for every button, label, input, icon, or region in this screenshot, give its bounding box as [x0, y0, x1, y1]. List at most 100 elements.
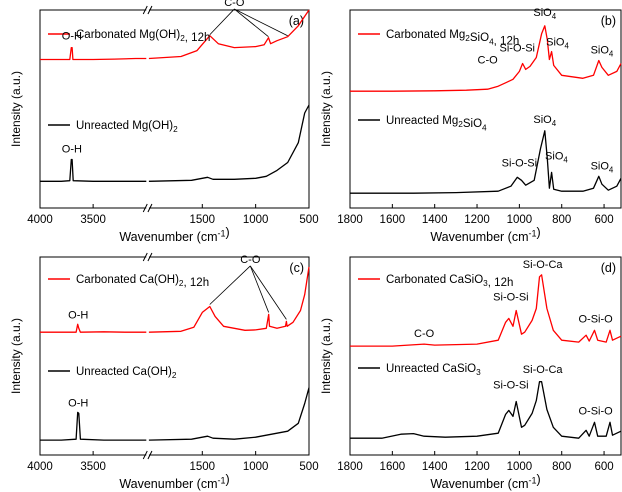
axis-break-gap	[146, 254, 149, 260]
peak-annotation: Si-O-Ca	[523, 259, 564, 271]
axis-break-gap	[146, 7, 149, 13]
peak-annotation: Si-O-Si	[493, 380, 528, 392]
x-tick-label: 1000	[507, 214, 533, 226]
annotation-leader	[249, 265, 287, 320]
y-axis-title: Intensity (a.u.)	[319, 318, 333, 394]
series-line	[350, 274, 622, 347]
series-carbonated: Carbonated Mg(OH)2, 12h	[40, 9, 310, 61]
axis-break-mark	[142, 203, 148, 213]
axis-break-gap	[146, 452, 149, 458]
legend-label: Unreacted Ca(OH)2	[76, 366, 177, 380]
axis-break-mark	[147, 450, 153, 460]
series-carbonated: Carbonated Ca(OH)2, 12h	[40, 266, 310, 333]
x-axis-title: Wavenumber (cm-1)	[119, 225, 229, 244]
axis-break-mark	[147, 252, 153, 262]
series-line	[148, 387, 310, 441]
peak-annotation: SiO4	[545, 150, 568, 164]
x-tick-label: 1500	[189, 214, 215, 226]
series-line	[350, 381, 622, 439]
series-line	[350, 130, 622, 194]
legend-label: Carbonated Mg(OH)2, 12h	[76, 29, 210, 44]
legend-label: Unreacted CaSiO3	[386, 363, 481, 377]
series-line	[350, 25, 622, 92]
series-line	[148, 266, 310, 333]
peak-annotation: C-O	[224, 0, 245, 9]
axis-break-mark	[142, 5, 148, 15]
axis-break-mark	[142, 450, 148, 460]
x-tick-label: 1800	[337, 461, 363, 473]
peak-annotation: SiO4	[591, 160, 614, 174]
peak-annotation: Si-O-Si	[502, 157, 537, 169]
axis-break-mark	[147, 5, 153, 15]
series-line	[40, 46, 147, 61]
series-line	[40, 158, 147, 182]
series-carbonated: Carbonated Mg2SiO4, 12h	[350, 25, 622, 92]
peak-annotation: C-O	[240, 254, 261, 266]
x-tick-label: 1500	[189, 461, 215, 473]
plot-frame	[349, 9, 622, 209]
peak-annotation: SiO4	[533, 7, 556, 21]
x-tick-label: 4000	[27, 214, 53, 226]
x-tick-label: 3500	[80, 461, 106, 473]
peak-annotation: Si-O-Si	[493, 292, 528, 304]
peak-annotation: C-O	[478, 54, 499, 66]
x-tick-label: 500	[299, 461, 318, 473]
x-tick-label: 800	[552, 461, 571, 473]
x-tick-label: 4000	[27, 461, 53, 473]
annotation-leader	[209, 265, 251, 305]
series-unreacted: Unreacted CaSiO3	[350, 363, 622, 439]
peak-annotation: O-H	[62, 144, 82, 156]
annotation-leader	[249, 265, 270, 313]
x-tick-label: 1400	[422, 214, 448, 226]
x-axis-title: Wavenumber (cm-1)	[430, 225, 540, 244]
y-axis-title: Intensity (a.u.)	[9, 71, 23, 147]
series-line	[148, 104, 310, 182]
panel-b: 1800 1600 1400 1200 1000 800 600 Wavenumber (cm…	[319, 7, 622, 244]
x-tick-label: 1000	[243, 214, 269, 226]
series-carbonated: Carbonated CaSiO3, 12h	[350, 274, 622, 347]
panel-a: 4000 3500 1500 1000 500 Wavenumber (cm-1) Inte…	[9, 0, 319, 244]
series-line	[40, 323, 147, 333]
peak-annotation: C-O	[414, 328, 435, 340]
peak-annotation: O-H	[68, 397, 88, 409]
plot-frame	[39, 9, 310, 209]
axis-break-mark	[142, 252, 148, 262]
x-axis-title: Wavenumber (cm-1)	[430, 472, 540, 491]
series-unreacted: Unreacted Mg(OH)2	[40, 104, 310, 182]
series-line	[40, 411, 147, 441]
x-tick-label: 1800	[337, 214, 363, 226]
peak-annotation: SiO4	[591, 45, 614, 59]
x-tick-label: 1600	[380, 214, 406, 226]
y-axis-title: Intensity (a.u.)	[319, 71, 333, 147]
peak-annotation: O-Si-O	[578, 313, 613, 325]
peak-annotation: Si-O-Ca	[523, 364, 564, 376]
panel-label: (d)	[601, 261, 616, 275]
series-line	[148, 9, 310, 60]
x-tick-label: 800	[552, 214, 571, 226]
panel-label: (c)	[289, 261, 304, 275]
x-tick-label: 600	[594, 461, 613, 473]
x-tick-label: 1200	[464, 214, 490, 226]
peak-annotation: O-H	[62, 31, 82, 43]
legend-label: Carbonated Ca(OH)2, 12h	[76, 274, 209, 289]
legend-label: Unreacted Mg(OH)2	[76, 120, 178, 134]
peak-annotation: SiO4	[533, 114, 556, 128]
y-axis-title: Intensity (a.u.)	[9, 318, 23, 394]
x-tick-label: 500	[299, 214, 318, 226]
panel-c: 4000 3500 1500 1000 500 Wavenumber (cm-1) Inte…	[9, 252, 319, 491]
annotation-leader	[209, 8, 235, 36]
x-axis-title: Wavenumber (cm-1)	[119, 472, 229, 491]
peak-annotation: O-H	[68, 309, 88, 321]
axis-break-gap	[146, 205, 149, 211]
x-tick-label: 1400	[422, 461, 448, 473]
legend-label: Carbonated Mg2SiO4, 12h	[386, 29, 519, 47]
annotation-leader	[234, 8, 288, 37]
peak-annotation: O-Si-O	[578, 405, 613, 417]
peak-annotation: Si-O-Si	[500, 43, 535, 55]
axis-break-mark	[147, 203, 153, 213]
legend-label: Carbonated CaSiO3, 12h	[386, 274, 513, 289]
plot-frame	[349, 256, 622, 456]
x-tick-label: 1000	[507, 461, 533, 473]
x-tick-label: 3500	[80, 214, 106, 226]
